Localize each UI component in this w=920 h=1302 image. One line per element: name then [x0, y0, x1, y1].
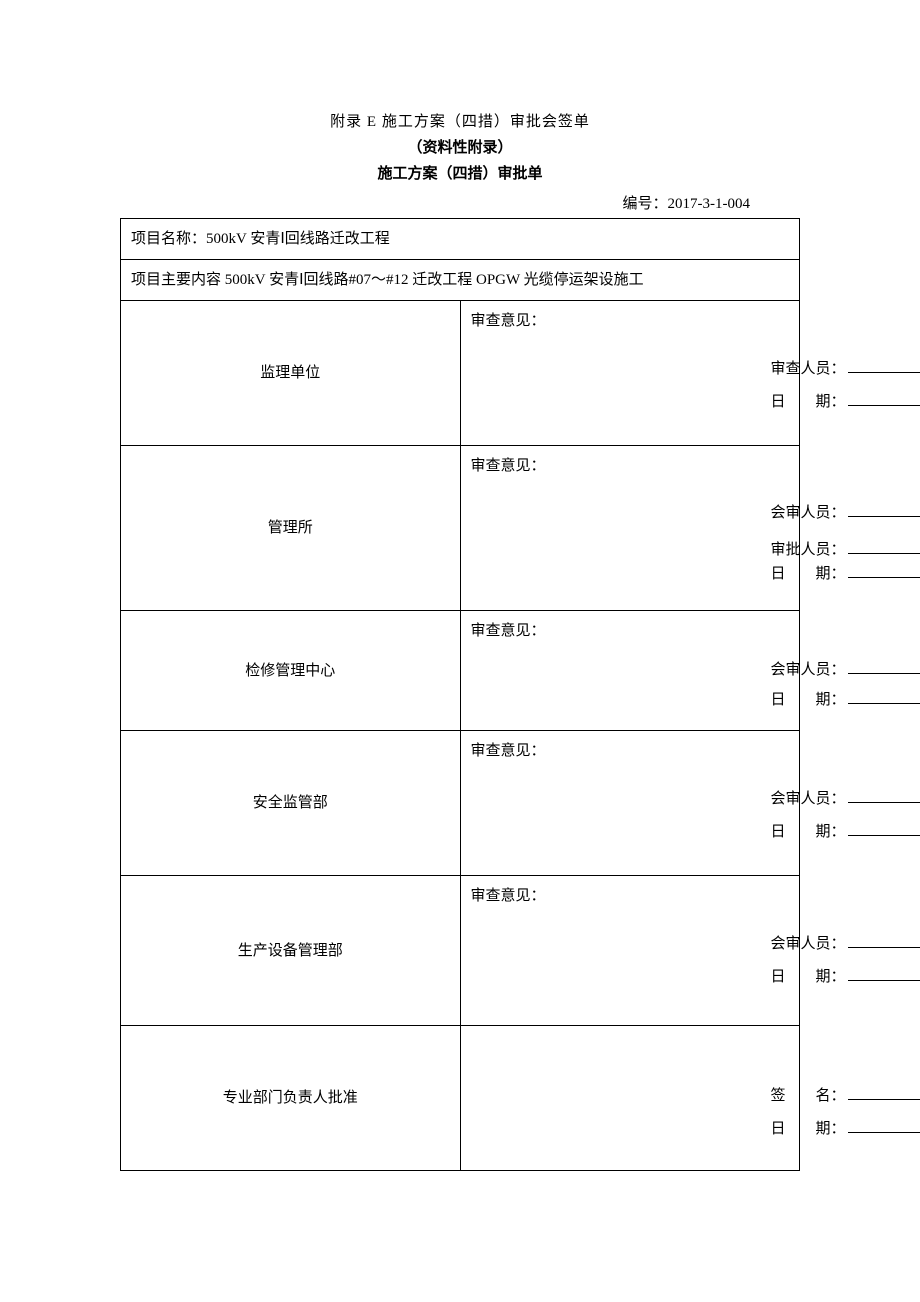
joint-reviewer-field[interactable]	[848, 933, 920, 948]
date-line: 日 期：	[771, 685, 790, 715]
supervision-unit-label: 监理单位	[121, 301, 461, 446]
subtitle-2: 施工方案（四措）审批单	[120, 162, 800, 186]
review-opinion-label: 审查意见：	[471, 739, 790, 763]
project-name-value: 500kV 安青Ⅰ回线路迁改工程	[206, 231, 390, 247]
date-line: 日 期：	[771, 961, 790, 994]
safety-dept-label: 安全监管部	[121, 731, 461, 876]
joint-reviewer-field[interactable]	[848, 659, 920, 674]
review-opinion-label: 审查意见：	[471, 454, 790, 478]
date-field[interactable]	[848, 689, 920, 704]
review-opinion-label: 审查意见：	[471, 884, 790, 908]
signature-line: 签 名：	[771, 1080, 790, 1113]
date-label: 日 期：	[771, 969, 846, 985]
project-name-row: 项目名称：500kV 安青Ⅰ回线路迁改工程	[121, 219, 800, 260]
subtitle-1: （资料性附录）	[120, 136, 800, 160]
equipment-dept-content: 审查意见： 会审人员： 日 期：	[460, 876, 800, 1026]
joint-reviewer-field[interactable]	[848, 788, 920, 803]
joint-reviewer-line: 会审人员：	[771, 655, 790, 685]
joint-reviewer-label: 会审人员：	[771, 662, 846, 678]
safety-dept-row: 安全监管部 审查意见： 会审人员： 日 期：	[121, 731, 800, 876]
reviewer-label: 审查人员：	[771, 361, 846, 377]
approval-label: 专业部门负责人批准	[121, 1026, 461, 1171]
project-name-cell: 项目名称：500kV 安青Ⅰ回线路迁改工程	[121, 219, 800, 260]
date-field[interactable]	[848, 563, 920, 578]
joint-reviewer-line: 会审人员：	[771, 928, 790, 961]
date-line: 日 期：	[771, 1113, 790, 1146]
supervision-unit-content: 审查意见： 审查人员： 日 期：	[460, 301, 800, 446]
approval-row: 专业部门负责人批准 签 名： 日 期：	[121, 1026, 800, 1171]
appendix-title: 附录 E 施工方案（四措）审批会签单	[120, 110, 800, 134]
approver-line: 审批人员：	[771, 538, 790, 562]
date-line: 日 期：	[771, 562, 790, 586]
joint-reviewer-label: 会审人员：	[771, 791, 846, 807]
joint-reviewer-label: 会审人员：	[771, 505, 846, 521]
equipment-dept-label: 生产设备管理部	[121, 876, 461, 1026]
form-number-value: 2017-3-1-004	[668, 196, 751, 212]
project-content-cell: 项目主要内容 500kV 安青Ⅰ回线路#07～#12 迁改工程 OPGW 光缆停…	[121, 260, 800, 301]
date-label: 日 期：	[771, 692, 846, 708]
maintenance-center-content: 审查意见： 会审人员： 日 期：	[460, 611, 800, 731]
date-label: 日 期：	[771, 394, 846, 410]
maintenance-center-row: 检修管理中心 审查意见： 会审人员： 日 期：	[121, 611, 800, 731]
joint-reviewer-line: 会审人员：	[771, 783, 790, 816]
date-line: 日 期：	[771, 816, 790, 849]
form-number-label: 编号：	[622, 196, 667, 212]
review-opinion-label: 审查意见：	[471, 619, 790, 643]
equipment-dept-row: 生产设备管理部 审查意见： 会审人员： 日 期：	[121, 876, 800, 1026]
form-number: 编号：2017-3-1-004	[120, 192, 800, 216]
supervision-unit-row: 监理单位 审查意见： 审查人员： 日 期：	[121, 301, 800, 446]
joint-reviewer-label: 会审人员：	[771, 936, 846, 952]
safety-dept-content: 审查意见： 会审人员： 日 期：	[460, 731, 800, 876]
joint-reviewer-field[interactable]	[848, 502, 920, 517]
date-field[interactable]	[848, 391, 920, 406]
project-content-row: 项目主要内容 500kV 安青Ⅰ回线路#07～#12 迁改工程 OPGW 光缆停…	[121, 260, 800, 301]
date-field[interactable]	[848, 821, 920, 836]
review-opinion-label: 审查意见：	[471, 309, 790, 333]
approval-content: 签 名： 日 期：	[460, 1026, 800, 1171]
signature-field[interactable]	[848, 1085, 920, 1100]
approver-field[interactable]	[848, 539, 920, 554]
management-office-row: 管理所 审查意见： 会审人员： 审批人员： 日 期：	[121, 446, 800, 611]
project-name-label: 项目名称：	[131, 231, 206, 247]
project-content-label: 项目主要内容	[131, 272, 225, 288]
project-content-value: 500kV 安青Ⅰ回线路#07～#12 迁改工程 OPGW 光缆停运架设施工	[225, 272, 644, 288]
approval-form-table: 项目名称：500kV 安青Ⅰ回线路迁改工程 项目主要内容 500kV 安青Ⅰ回线…	[120, 218, 800, 1171]
date-line: 日 期：	[771, 386, 790, 419]
reviewer-line: 审查人员：	[771, 353, 790, 386]
management-office-content: 审查意见： 会审人员： 审批人员： 日 期：	[460, 446, 800, 611]
signature-label: 签 名：	[771, 1088, 846, 1104]
date-label: 日 期：	[771, 1121, 846, 1137]
date-field[interactable]	[848, 1118, 920, 1133]
maintenance-center-label: 检修管理中心	[121, 611, 461, 731]
date-label: 日 期：	[771, 824, 846, 840]
joint-reviewer-line: 会审人员：	[771, 498, 790, 528]
reviewer-field[interactable]	[848, 358, 920, 373]
date-label: 日 期：	[771, 566, 846, 582]
approver-label: 审批人员：	[771, 542, 846, 558]
management-office-label: 管理所	[121, 446, 461, 611]
date-field[interactable]	[848, 966, 920, 981]
